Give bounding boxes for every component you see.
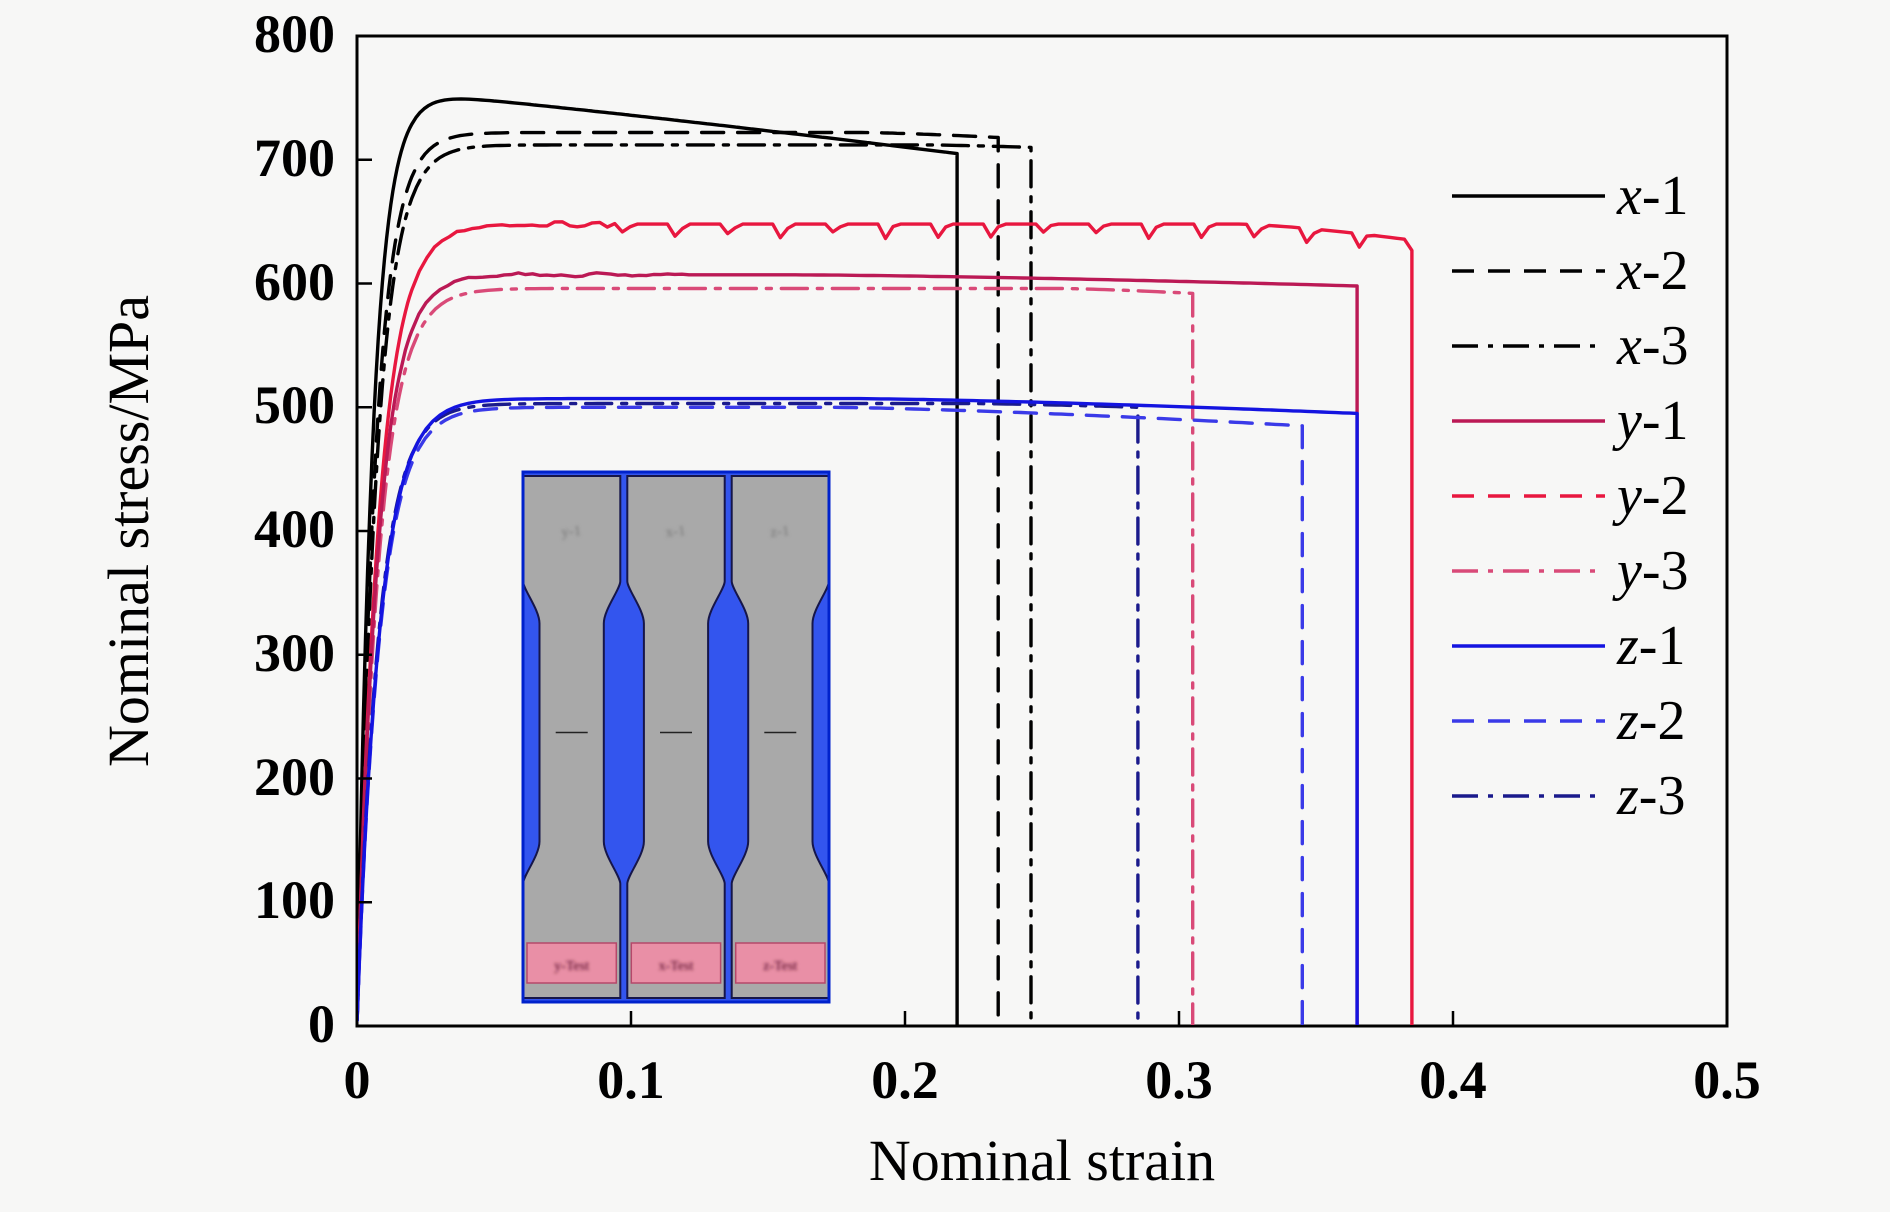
svg-text:400: 400 bbox=[254, 499, 335, 559]
svg-text:x-1: x-1 bbox=[1616, 165, 1689, 227]
svg-text:0: 0 bbox=[344, 1050, 371, 1110]
svg-text:0: 0 bbox=[308, 994, 335, 1054]
svg-text:y-Test: y-Test bbox=[554, 959, 589, 974]
svg-text:600: 600 bbox=[254, 252, 335, 312]
svg-text:Nominal stress/MPa: Nominal stress/MPa bbox=[96, 295, 161, 767]
svg-text:0.2: 0.2 bbox=[871, 1050, 939, 1110]
svg-text:200: 200 bbox=[254, 747, 335, 807]
svg-text:0.5: 0.5 bbox=[1693, 1050, 1761, 1110]
svg-text:x-2: x-2 bbox=[1616, 240, 1689, 302]
svg-text:0.4: 0.4 bbox=[1419, 1050, 1487, 1110]
svg-text:x-1: x-1 bbox=[665, 523, 687, 541]
svg-text:z-Test: z-Test bbox=[763, 959, 797, 974]
svg-text:y-1: y-1 bbox=[561, 523, 583, 541]
svg-text:z-2: z-2 bbox=[1616, 690, 1685, 752]
svg-text:z-3: z-3 bbox=[1616, 765, 1685, 827]
svg-text:z-1: z-1 bbox=[770, 523, 791, 541]
svg-text:0.3: 0.3 bbox=[1145, 1050, 1213, 1110]
svg-text:Nominal strain: Nominal strain bbox=[869, 1128, 1215, 1193]
svg-text:700: 700 bbox=[254, 128, 335, 188]
svg-text:500: 500 bbox=[254, 375, 335, 435]
svg-text:100: 100 bbox=[254, 870, 335, 930]
svg-text:y-1: y-1 bbox=[1612, 390, 1689, 452]
svg-text:z-1: z-1 bbox=[1616, 615, 1685, 677]
svg-text:x-Test: x-Test bbox=[659, 959, 694, 974]
svg-text:x-3: x-3 bbox=[1616, 315, 1689, 377]
svg-text:300: 300 bbox=[254, 623, 335, 683]
svg-text:800: 800 bbox=[254, 4, 335, 64]
svg-text:y-3: y-3 bbox=[1612, 540, 1689, 602]
svg-text:y-2: y-2 bbox=[1612, 465, 1689, 527]
svg-text:0.1: 0.1 bbox=[597, 1050, 665, 1110]
